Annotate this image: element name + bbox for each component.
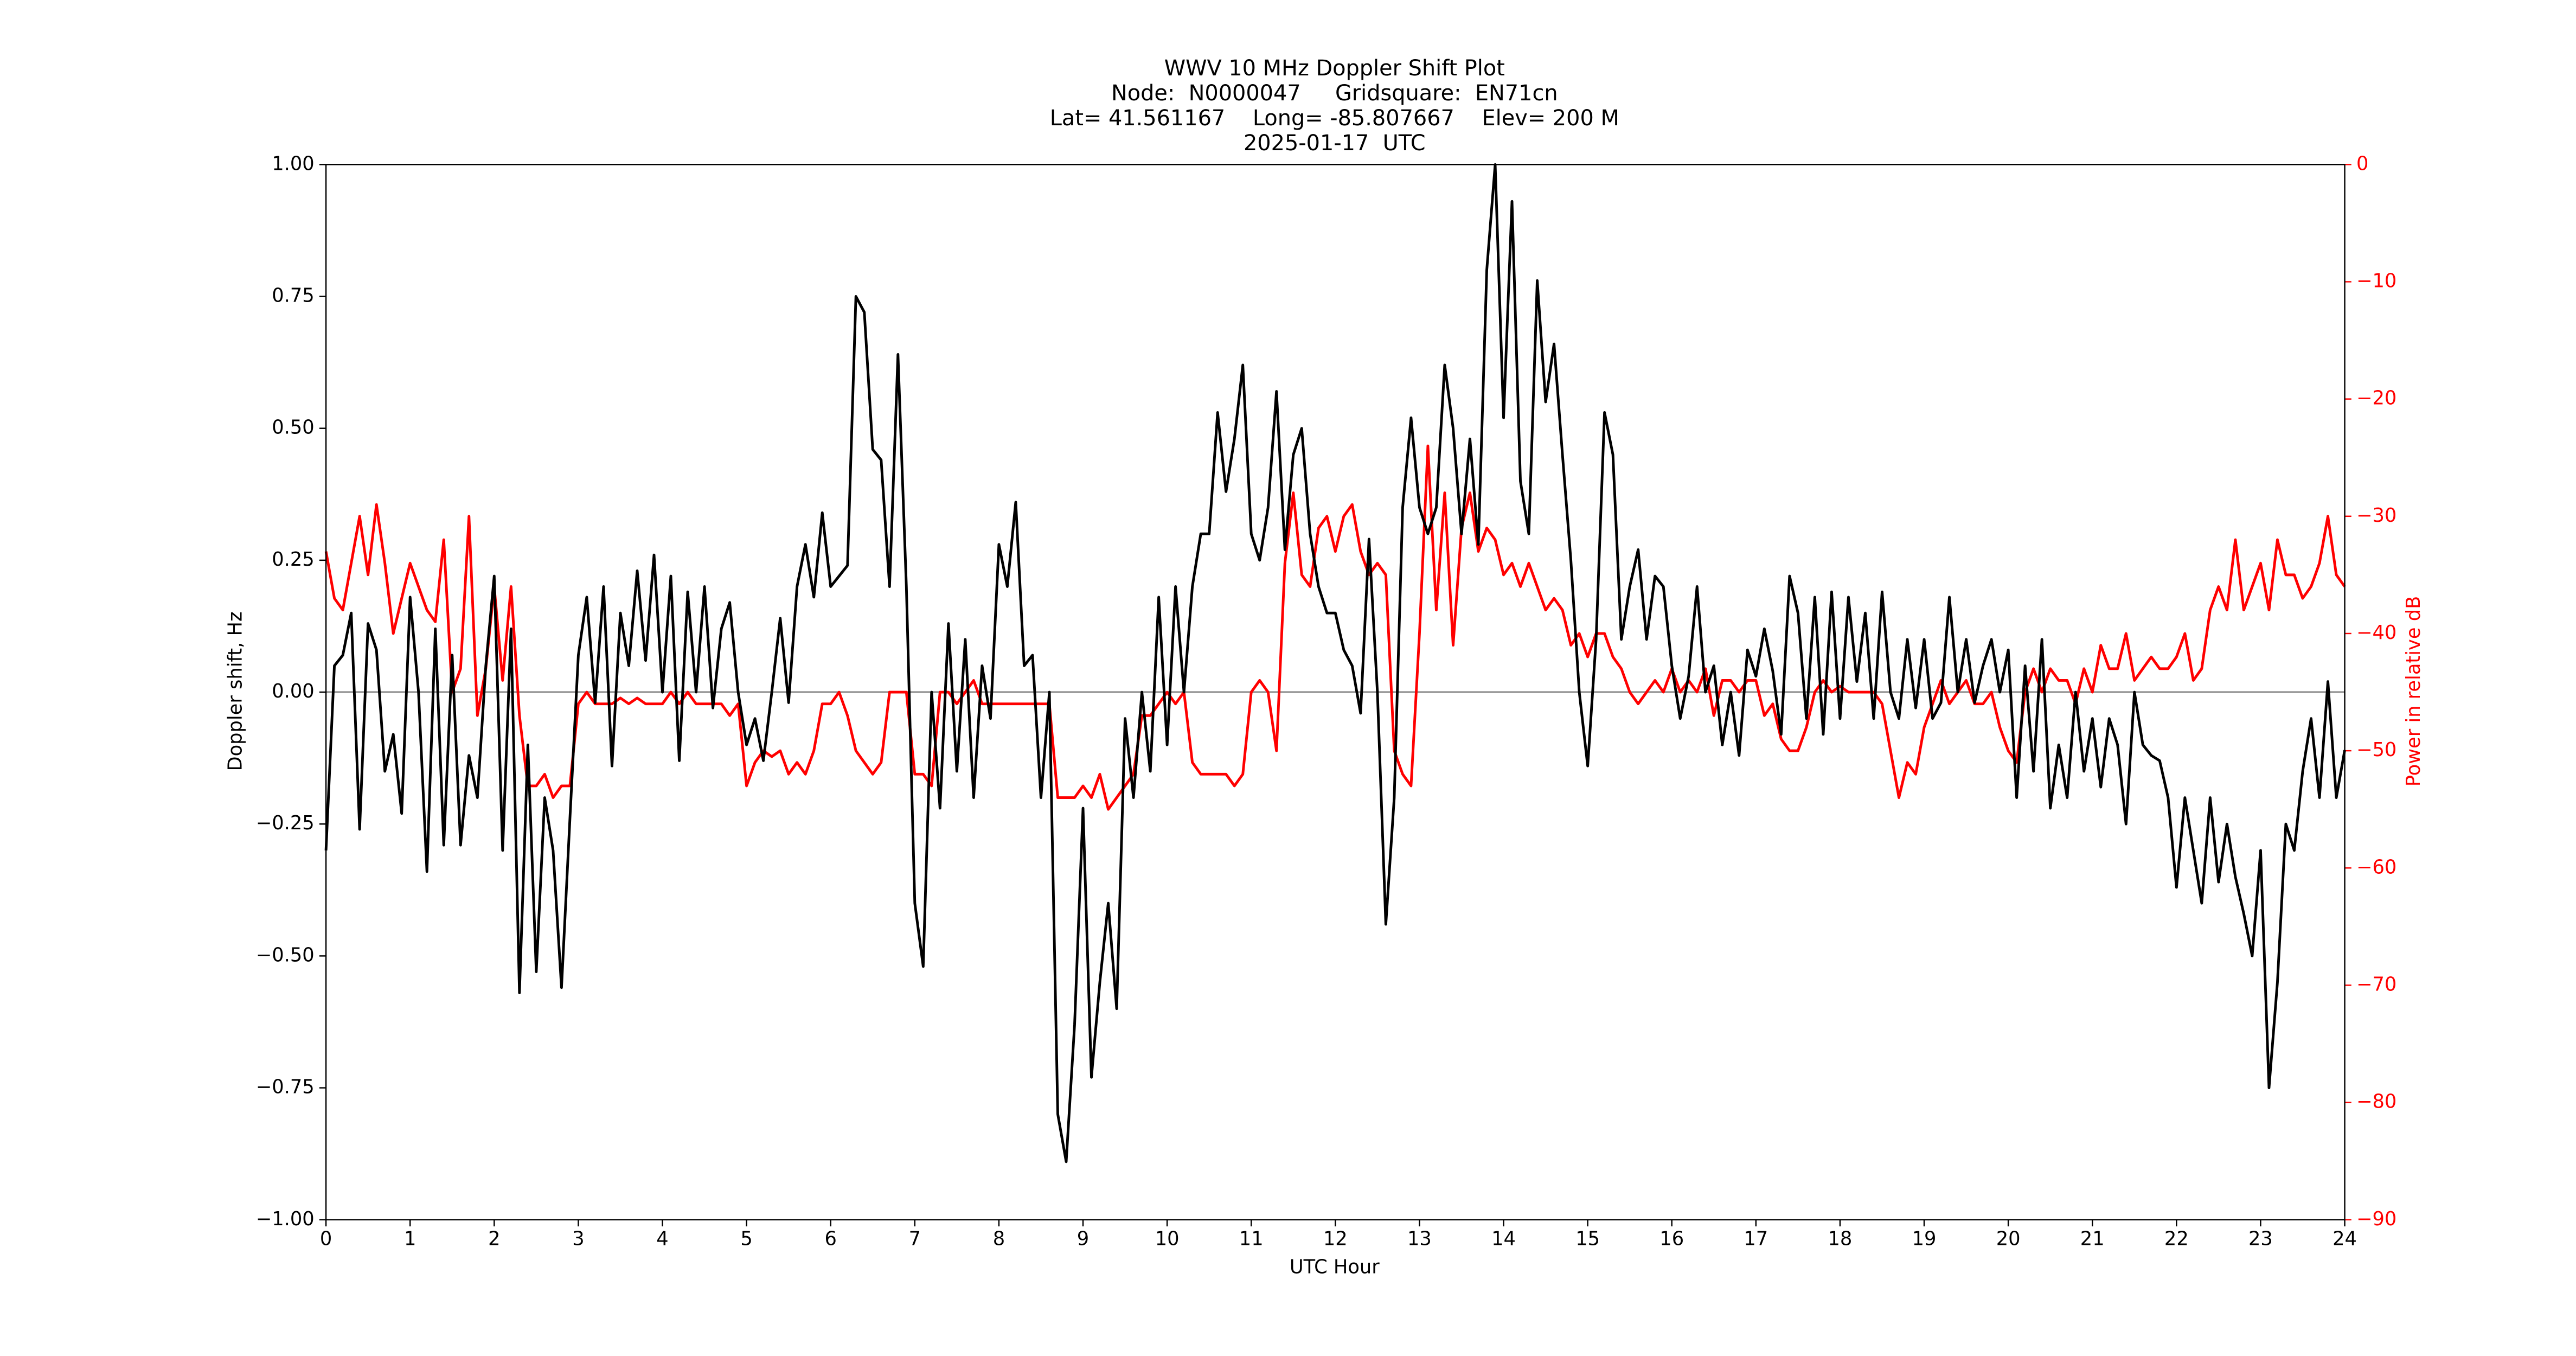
x-tick-label: 0 <box>320 1228 332 1250</box>
y-tick-label: −1.00 <box>256 1208 315 1230</box>
y2-tick-label: −90 <box>2356 1208 2396 1230</box>
x-tick-label: 24 <box>2333 1228 2357 1250</box>
x-tick-label: 17 <box>1744 1228 1768 1250</box>
x-tick-label: 14 <box>1491 1228 1516 1250</box>
x-tick-label: 20 <box>1996 1228 2021 1250</box>
series-line <box>324 444 2346 811</box>
y-tick-label: 0.50 <box>272 417 314 439</box>
y2-tick-label: −50 <box>2356 739 2396 761</box>
x-tick-label: 21 <box>2080 1228 2105 1250</box>
x-tick-label: 7 <box>909 1228 921 1250</box>
x-tick-label: 9 <box>1077 1228 1089 1250</box>
x-tick-label: 6 <box>824 1228 836 1250</box>
y-tick-label: 1.00 <box>272 152 314 175</box>
x-tick-label: 5 <box>740 1228 752 1250</box>
y-tick-label: −0.50 <box>256 944 315 966</box>
chart-title: WWV 10 MHz Doppler Shift Plot <box>1164 56 1505 81</box>
y2-tick-label: −60 <box>2356 856 2396 878</box>
x-tick-label: 12 <box>1323 1228 1348 1250</box>
x-tick-label: 15 <box>1575 1228 1600 1250</box>
chart-subtitle: 2025-01-17 UTC <box>1244 131 1426 156</box>
series-line <box>324 163 2346 1163</box>
y2-tick-label: −30 <box>2356 504 2396 527</box>
chart-subtitle: Node: N0000047 Gridsquare: EN71cn <box>1111 81 1558 106</box>
y2-axis-label: Power in relative dB <box>2402 596 2425 787</box>
x-tick-label: 4 <box>656 1228 668 1250</box>
x-tick-label: 19 <box>1912 1228 1937 1250</box>
x-axis-label: UTC Hour <box>1290 1256 1380 1278</box>
y2-tick-label: −80 <box>2356 1091 2396 1113</box>
x-tick-label: 18 <box>1828 1228 1853 1250</box>
x-tick-label: 1 <box>404 1228 416 1250</box>
y2-tick-label: −10 <box>2356 270 2396 292</box>
x-tick-label: 3 <box>572 1228 584 1250</box>
x-tick-label: 16 <box>1659 1228 1684 1250</box>
x-tick-label: 8 <box>993 1228 1005 1250</box>
y2-tick-label: 0 <box>2356 152 2368 175</box>
x-tick-label: 2 <box>488 1228 500 1250</box>
y2-tick-label: −20 <box>2356 387 2396 410</box>
x-tick-label: 11 <box>1239 1228 1264 1250</box>
x-tick-label: 13 <box>1407 1228 1432 1250</box>
y-tick-label: 0.25 <box>272 548 314 571</box>
y-tick-label: −0.25 <box>256 812 315 834</box>
x-tick-label: 10 <box>1155 1228 1180 1250</box>
chart-subtitle: Lat= 41.561167 Long= -85.807667 Elev= 20… <box>1050 106 1619 131</box>
y-axis-label: Doppler shift, Hz <box>225 612 247 771</box>
y-tick-label: 0.75 <box>272 284 314 306</box>
y-tick-label: −0.75 <box>256 1076 315 1098</box>
plot-frame <box>325 164 2346 1220</box>
x-tick-label: 22 <box>2164 1228 2189 1250</box>
y2-tick-label: −40 <box>2356 622 2396 644</box>
y2-tick-label: −70 <box>2356 973 2396 995</box>
x-tick-label: 23 <box>2248 1228 2273 1250</box>
y-tick-label: 0.00 <box>272 680 314 702</box>
